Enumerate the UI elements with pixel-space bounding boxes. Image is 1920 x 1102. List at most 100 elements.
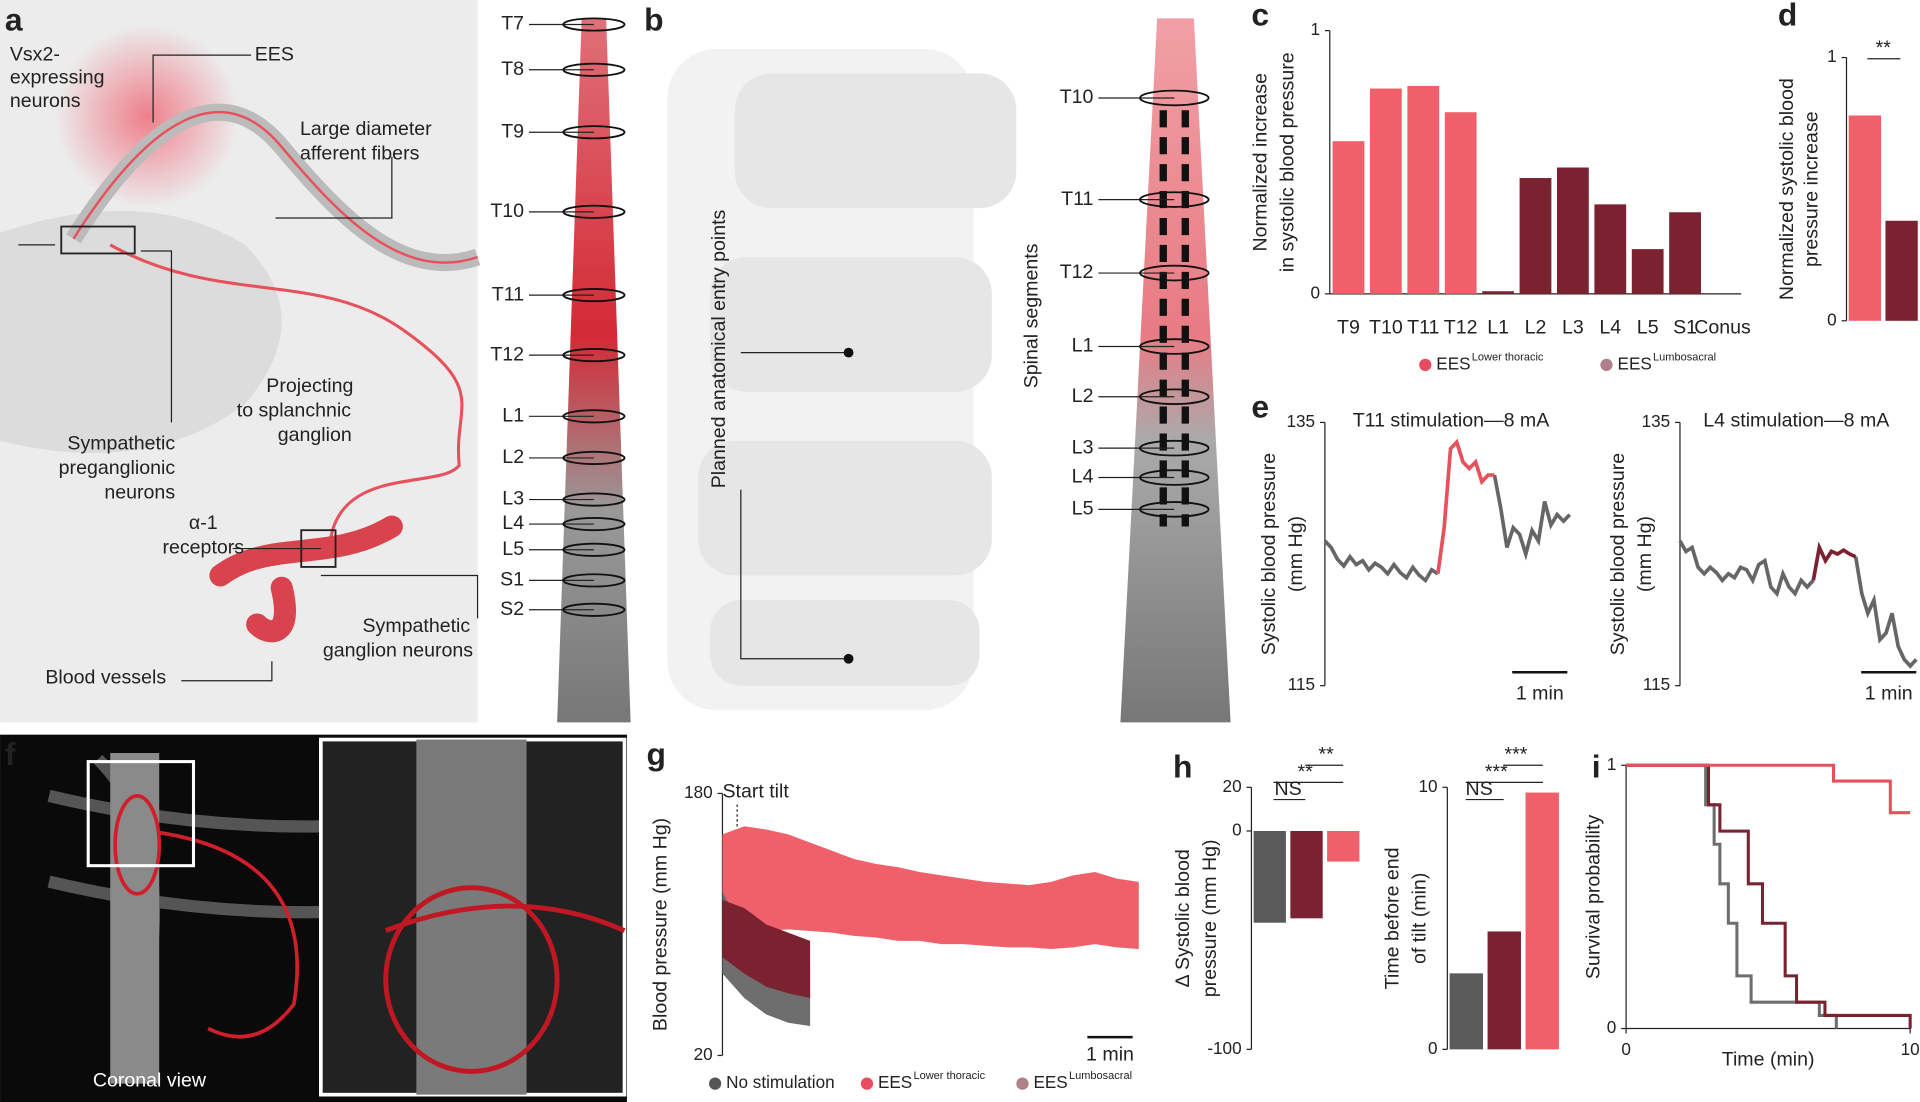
y-tick-label: 20 xyxy=(694,1044,713,1064)
image-caption: Coronal view xyxy=(93,1069,207,1091)
lead xyxy=(158,830,299,1039)
y-axis-label: in systolic blood pressure xyxy=(1276,52,1298,272)
segment-ring xyxy=(562,450,626,465)
segment-label: T8 xyxy=(501,58,524,80)
x-tick-label: Conus xyxy=(1694,316,1751,338)
segment-label: L3 xyxy=(502,488,524,510)
bar xyxy=(1253,830,1286,923)
y-axis-label: Normalized increase xyxy=(1249,73,1271,252)
y-axis-label: Blood pressure (mm Hg) xyxy=(649,818,671,1031)
y-tick-label: 1 xyxy=(1310,19,1320,39)
panel-label: a xyxy=(5,1,23,37)
annotation: ** xyxy=(1298,761,1314,783)
leader xyxy=(740,489,849,660)
diagram-label: EES xyxy=(255,43,294,65)
panel-label: c xyxy=(1251,0,1269,33)
dot xyxy=(843,653,854,664)
box xyxy=(60,225,136,255)
panel-label: d xyxy=(1778,0,1797,33)
x-axis-label: Time (min) xyxy=(1722,1049,1815,1071)
inset-box xyxy=(86,760,196,868)
y-tick-label: 0 xyxy=(1232,820,1242,840)
y-axis-label: of tilt (min) xyxy=(1409,873,1431,964)
segment-label: L5 xyxy=(502,538,524,560)
bar xyxy=(1482,291,1514,294)
bar xyxy=(1631,249,1664,294)
segment-ring xyxy=(562,602,626,617)
segment-label: L2 xyxy=(1072,385,1094,407)
diagram-label: expressing xyxy=(10,67,105,89)
y-tick-label: 115 xyxy=(1288,674,1315,694)
panel-a-art xyxy=(0,0,631,1102)
y-axis-label: pressure increase xyxy=(1800,111,1822,267)
diagram-label: Vsx2- xyxy=(10,43,60,65)
implant-zoom xyxy=(383,885,560,1074)
chart-title: T11 stimulation—8 mA xyxy=(1353,409,1551,431)
diagram-label: Sympathetic xyxy=(67,433,175,455)
diagram-label: neurons xyxy=(10,90,81,112)
bar xyxy=(1669,212,1701,294)
diagram-label: ganglion xyxy=(278,424,352,446)
segment-label: T10 xyxy=(490,200,524,222)
y-axis-label: Time before end xyxy=(1382,847,1404,989)
legend-marker xyxy=(1419,358,1432,372)
diagram-label: Projecting xyxy=(266,375,353,397)
panel-label: i xyxy=(1592,748,1601,784)
y-tick-label: 0 xyxy=(1827,309,1837,329)
panel-label: g xyxy=(647,736,666,772)
y-tick-label: 1 xyxy=(1827,46,1837,66)
x-tick-label: L3 xyxy=(1562,316,1584,338)
y-axis-label: Systolic blood pressure xyxy=(1258,453,1280,656)
cord-section xyxy=(0,210,282,454)
segment-ring xyxy=(562,125,626,140)
segment-ring xyxy=(562,288,626,303)
scale-bar-label: 1 min xyxy=(1865,682,1913,704)
fiber xyxy=(109,243,464,540)
annotation: ** xyxy=(1318,744,1334,766)
diagram-label: neurons xyxy=(104,482,175,504)
diagram-label: Blood vessels xyxy=(45,667,166,689)
bar xyxy=(1556,167,1589,294)
diagram-label: afferent fibers xyxy=(300,142,420,164)
y-tick-label: 0 xyxy=(1607,1017,1617,1037)
segment-ring xyxy=(562,517,626,532)
annotation: Start tilt xyxy=(722,780,789,802)
segment-ring xyxy=(1139,264,1210,282)
diagram-label: α-1 xyxy=(189,512,218,534)
panel-b-art xyxy=(667,18,1231,723)
segment-ring xyxy=(562,204,626,219)
diagram-label: Large diameter xyxy=(300,118,432,140)
segment-label: T9 xyxy=(501,120,524,142)
annotation: *** xyxy=(1485,761,1508,783)
diagram-label: preganglionic xyxy=(59,457,176,479)
segment-label: L1 xyxy=(1072,335,1094,357)
segment-label: T12 xyxy=(490,343,524,365)
annotation: *** xyxy=(1504,744,1527,766)
legend-label: EES xyxy=(1618,353,1652,373)
segment-ring xyxy=(1139,388,1210,405)
bar xyxy=(1519,178,1552,294)
legend-marker xyxy=(860,1077,874,1090)
segment-ring xyxy=(562,542,626,557)
y-axis-label: (mm Hg) xyxy=(1285,516,1307,592)
diagram-label: Planned anatomical entry points xyxy=(708,209,730,488)
segment-ring xyxy=(1139,469,1210,486)
diagram-label: Sympathetic xyxy=(362,615,470,637)
bar xyxy=(1327,830,1360,862)
x-tick-label: T11 xyxy=(1407,316,1439,338)
legend-label: No stimulation xyxy=(726,1072,835,1092)
segment-ring xyxy=(562,17,626,32)
annotation: ** xyxy=(1876,37,1892,59)
x-tick-label: T10 xyxy=(1369,316,1403,338)
legend-sub: Lumbosacral xyxy=(1069,1070,1132,1082)
segment-ring xyxy=(1139,501,1210,518)
segment-ring xyxy=(1139,338,1210,355)
segment-label: T12 xyxy=(1060,261,1094,283)
segment-ring xyxy=(1139,439,1210,457)
segment-ring xyxy=(562,62,626,77)
y-axis-label: (mm Hg) xyxy=(1634,516,1656,592)
survival-line xyxy=(1626,763,1911,815)
spine xyxy=(110,753,160,1084)
bar xyxy=(1332,141,1365,294)
